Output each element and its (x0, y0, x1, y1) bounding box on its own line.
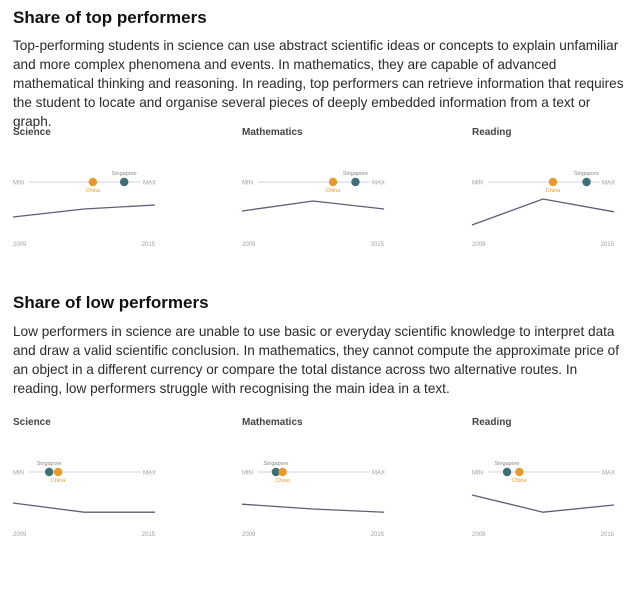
singapore-label: Singapore (495, 461, 520, 467)
china-marker (53, 467, 63, 477)
chart-panel-top-mathematics: Mathematics MIN MAX Singapore China 2009 2015 (241, 127, 422, 287)
range-min-label: MIN (13, 471, 24, 477)
chart-title: Science (13, 127, 51, 138)
china-marker (88, 177, 98, 187)
range-max-label: MAX (143, 181, 156, 187)
chart-svg: MIN MAX Singapore China 2009 2015 (241, 461, 385, 538)
chart-panel-low-mathematics: Mathematics MIN MAX Singapore China 2009 2015 (241, 417, 422, 577)
chart-title: Reading (472, 417, 512, 428)
chart-svg: MIN MAX Singapore China 2009 2015 (12, 171, 156, 248)
range-min-label: MIN (472, 181, 483, 187)
china-label: China (546, 188, 561, 194)
x-tick-label: 2009 (13, 532, 27, 538)
chart-title: Mathematics (242, 127, 303, 138)
range-max-label: MAX (372, 181, 385, 187)
range-min-label: MIN (242, 181, 253, 187)
singapore-marker (44, 467, 54, 477)
singapore-marker (582, 177, 591, 187)
china-label: China (275, 478, 290, 484)
china-marker (515, 467, 524, 477)
range-max-label: MAX (143, 471, 156, 477)
range-max-label: MAX (602, 471, 615, 477)
singapore-marker (120, 177, 129, 187)
chart-panel-low-reading: Reading MIN MAX Singapore China 2009 2015 (471, 417, 640, 577)
singapore-marker (351, 177, 360, 187)
range-min-label: MIN (242, 471, 253, 477)
china-marker (278, 467, 287, 477)
singapore-marker (271, 467, 281, 477)
chart-panel-low-science: Science MIN MAX Singapore China 2009 2015 (12, 417, 193, 577)
low-performers-section: Share of low performers Low performers i… (12, 285, 628, 600)
x-tick-label: 2009 (13, 242, 27, 248)
trend-line (471, 494, 615, 513)
range-min-label: MIN (472, 471, 483, 477)
range-min-label: MIN (13, 181, 24, 187)
chart-title: Mathematics (242, 417, 303, 428)
singapore-label: Singapore (112, 171, 137, 177)
x-tick-label: 2009 (472, 532, 486, 538)
chart-svg: MIN MAX Singapore China 2009 2015 (12, 461, 156, 538)
x-tick-label: 2009 (242, 242, 256, 248)
section-description: Top-performing students in science can u… (13, 38, 624, 129)
chart-svg: MIN MAX Singapore China 2009 2015 (471, 461, 615, 538)
trend-line (241, 200, 385, 212)
china-label: China (512, 478, 527, 484)
chart-title: Reading (472, 127, 512, 138)
section-heading: Share of low performers (13, 293, 209, 312)
singapore-label: Singapore (574, 171, 599, 177)
range-max-label: MAX (372, 471, 385, 477)
china-marker (328, 177, 338, 187)
china-marker (548, 177, 558, 187)
x-tick-label: 2015 (371, 242, 385, 248)
chart-svg: MIN MAX Singapore China 2009 2015 (241, 171, 385, 248)
singapore-label: Singapore (343, 171, 368, 177)
china-label: China (51, 478, 66, 484)
x-tick-label: 2015 (142, 242, 156, 248)
trend-line (12, 204, 156, 218)
chart-panel-top-science: Science MIN MAX Singapore China 2009 2015 (12, 127, 193, 287)
x-tick-label: 2015 (601, 532, 615, 538)
chart-title: Science (13, 417, 51, 428)
x-tick-label: 2015 (142, 532, 156, 538)
trend-line (471, 198, 615, 226)
singapore-label: Singapore (37, 461, 62, 467)
singapore-marker (502, 467, 512, 477)
trend-line (241, 503, 385, 513)
china-label: China (326, 188, 341, 194)
section-heading: Share of top performers (13, 8, 207, 27)
top-performers-section: Share of top performers Top-performing s… (12, 0, 628, 280)
x-tick-label: 2015 (601, 242, 615, 248)
trend-line (12, 502, 155, 513)
chart-panel-top-reading: Reading MIN MAX Singapore China 2009 2015 (471, 127, 640, 287)
section-description: Low performers in science are unable to … (13, 324, 619, 396)
x-tick-label: 2009 (242, 532, 256, 538)
china-label: China (86, 188, 101, 194)
x-tick-label: 2009 (472, 242, 486, 248)
singapore-label: Singapore (263, 461, 288, 467)
x-tick-label: 2015 (371, 532, 385, 538)
range-max-label: MAX (602, 181, 615, 187)
